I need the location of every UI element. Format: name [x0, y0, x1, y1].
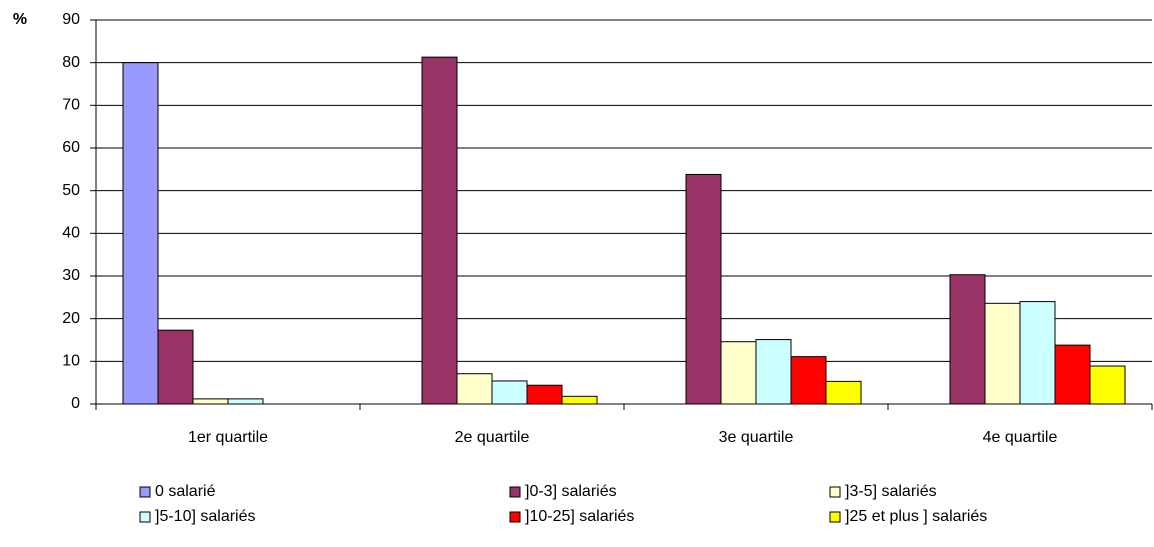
bar: [561, 395, 598, 405]
legend-swatch: [509, 511, 521, 523]
x-tick-label: 2e quartile: [455, 429, 530, 446]
legend-label: ]10-25] salariés: [525, 508, 634, 525]
bar: [825, 380, 862, 405]
bar: [491, 380, 528, 405]
bar: [227, 398, 264, 405]
bar: [122, 62, 159, 405]
legend-label: 0 salarié: [155, 483, 216, 500]
x-tick-label: 3e quartile: [719, 429, 794, 446]
legend-swatch: [139, 511, 151, 523]
legend-swatch: [829, 511, 841, 523]
bar: [755, 339, 792, 405]
legend-swatch: [139, 486, 151, 498]
legend-swatch: [829, 486, 841, 498]
y-tick-label: 90: [62, 11, 80, 28]
y-tick-label: 0: [71, 395, 80, 412]
bar: [720, 341, 757, 405]
bar: [421, 56, 458, 405]
y-tick-label: 30: [62, 267, 80, 284]
bar: [1089, 365, 1126, 405]
bar: [685, 173, 722, 405]
bar: [949, 274, 986, 405]
bar: [1019, 301, 1056, 405]
y-tick-label: 20: [62, 310, 80, 327]
y-tick-label: 10: [62, 353, 80, 370]
bar: [790, 356, 827, 405]
bar: [1054, 344, 1091, 405]
bar: [192, 398, 229, 405]
bar: [157, 329, 194, 405]
bar: [984, 302, 1021, 405]
y-tick-label: 60: [62, 139, 80, 156]
bar: [526, 384, 563, 405]
y-tick-label: 70: [62, 97, 80, 114]
bar: [456, 373, 493, 405]
legend-label: ]3-5] salariés: [845, 483, 937, 500]
y-tick-label: 50: [62, 182, 80, 199]
y-tick-label: 40: [62, 225, 80, 242]
y-tick-label: 80: [62, 54, 80, 71]
legend-label: ]0-3] salariés: [525, 483, 617, 500]
legend-label: ]5-10] salariés: [155, 508, 256, 525]
y-axis-label: %: [13, 11, 27, 28]
legend-label: ]25 et plus ] salariés: [845, 508, 987, 525]
x-tick-label: 4e quartile: [983, 429, 1058, 446]
x-tick-label: 1er quartile: [188, 429, 268, 446]
legend-swatch: [509, 486, 521, 498]
